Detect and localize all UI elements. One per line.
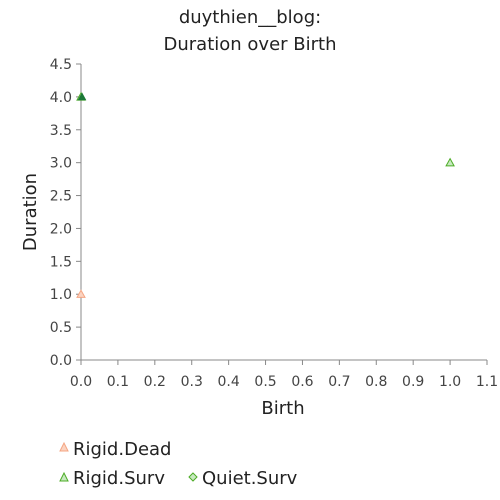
data-points (76, 91, 455, 298)
legend-label-rigid-dead: Rigid.Dead (73, 439, 171, 460)
legend-label-quiet-surv: Quiet.Surv (202, 468, 298, 489)
x-ticks: 0.0 0.1 0.2 0.3 0.4 0.5 0.6 0.7 0.8 0.9 1.0 1.1 (70, 360, 498, 390)
legend-item-quiet-surv[interactable]: Quiet.Surv (188, 468, 298, 489)
legend-item-rigid-surv[interactable]: Rigid.Surv (59, 468, 165, 489)
x-tick-label: 0.9 (402, 374, 424, 390)
x-axis-label: Birth (261, 398, 304, 419)
point-rigid-surv (445, 157, 455, 167)
y-tick-label: 2.0 (50, 221, 72, 237)
legend-label-rigid-surv: Rigid.Surv (73, 468, 165, 489)
x-tick-label: 0.8 (365, 374, 387, 390)
y-tick-label: 0.0 (50, 353, 72, 369)
x-tick-label: 1.0 (439, 374, 461, 390)
legend[interactable]: Rigid.Dead Rigid.Surv Quiet.Surv (59, 439, 298, 489)
legend-item-rigid-dead[interactable]: Rigid.Dead (59, 439, 171, 460)
y-tick-label: 1.0 (50, 287, 72, 303)
y-ticks: 0.0 0.5 1.0 1.5 2.0 2.5 3.0 3.5 4.0 4.5 (50, 57, 81, 369)
y-tick-label: 0.5 (50, 320, 72, 336)
title-line-1: duythien__blog: (179, 7, 321, 28)
y-tick-label: 3.5 (50, 123, 72, 139)
y-axis-label: Duration (20, 173, 41, 251)
x-tick-label: 0.7 (328, 374, 350, 390)
x-tick-label: 0.5 (254, 374, 276, 390)
title-line-2: Duration over Birth (164, 34, 337, 55)
x-tick-label: 0.3 (181, 374, 203, 390)
y-tick-label: 2.5 (50, 189, 72, 205)
x-tick-label: 0.2 (144, 374, 166, 390)
y-tick-label: 4.0 (50, 90, 72, 106)
y-tick-label: 1.5 (50, 254, 72, 270)
point-rigid-dead (76, 289, 86, 298)
legend-marker-rigid-surv (59, 471, 69, 482)
x-tick-label: 0.4 (218, 374, 240, 390)
x-tick-label: 0.6 (291, 374, 313, 390)
y-tick-label: 4.5 (50, 57, 72, 73)
x-tick-label: 0.0 (70, 374, 92, 390)
x-tick-label: 1.1 (476, 374, 498, 390)
axes (80, 64, 487, 361)
x-tick-label: 0.1 (107, 374, 129, 390)
point-overlap (77, 92, 87, 101)
y-tick-label: 3.0 (50, 156, 72, 172)
legend-marker-quiet-surv (188, 472, 198, 482)
chart-title: duythien__blog: Duration over Birth (164, 7, 337, 55)
legend-marker-rigid-dead (59, 441, 69, 452)
